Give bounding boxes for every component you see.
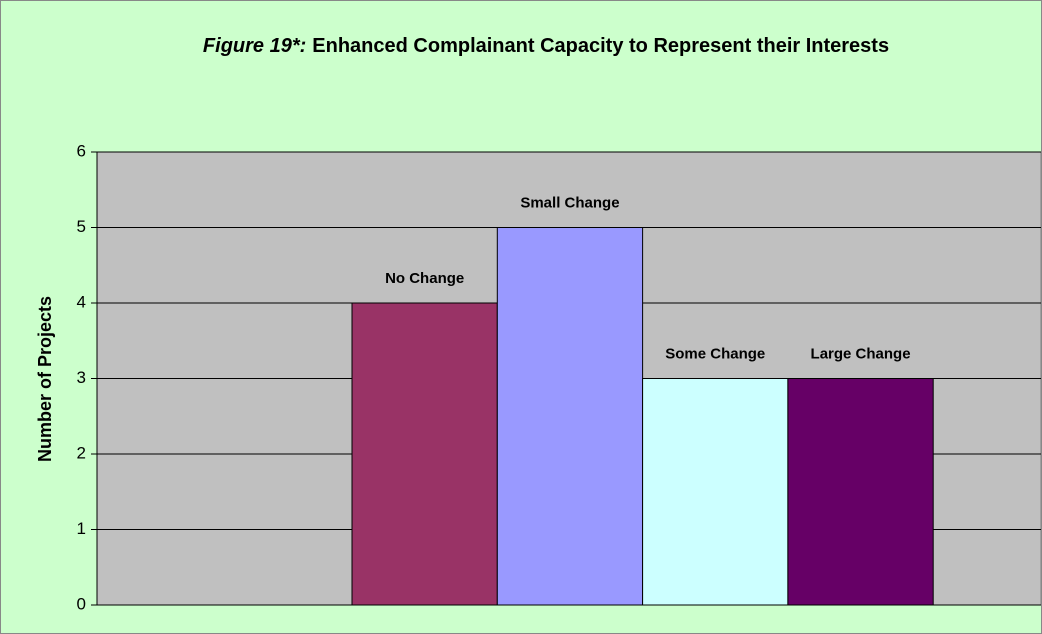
bar-label: No Change	[385, 270, 464, 287]
y-tick-label: 2	[77, 443, 86, 462]
title-text: Enhanced Complainant Capacity to Represe…	[312, 35, 890, 57]
bar-label: Small Change	[520, 194, 619, 211]
bar	[496, 227, 644, 606]
bar-label: Some Change	[665, 345, 765, 362]
bar	[351, 302, 498, 606]
figure-label: Figure 19*:	[202, 35, 307, 57]
bar	[787, 378, 934, 606]
bar	[642, 378, 789, 606]
y-tick-label: 4	[77, 292, 86, 311]
y-tick-label: 1	[77, 519, 86, 538]
y-axis-label: Number of Projects	[35, 296, 55, 462]
y-tick-label: 5	[77, 217, 86, 236]
bar-label: Large Change	[811, 345, 911, 362]
y-tick-label: 3	[77, 368, 86, 387]
y-tick-label: 0	[77, 594, 86, 613]
chart-title: Figure 19*: Enhanced Complainant Capacity…	[151, 31, 941, 61]
y-tick-label: 6	[77, 141, 86, 160]
